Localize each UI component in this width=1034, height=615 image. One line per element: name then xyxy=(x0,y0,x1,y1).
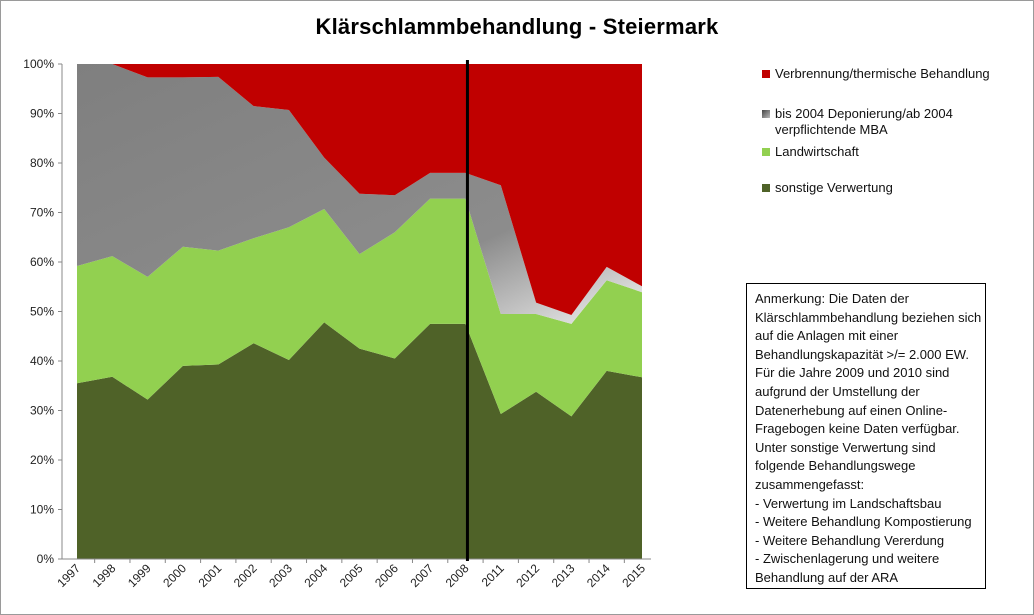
legend-label: Verbrennung/thermische Behandlung xyxy=(775,66,990,81)
note-line: folgende Behandlungswege xyxy=(755,458,916,474)
legend-label: bis 2004 Deponierung/ab 2004 verpflichte… xyxy=(775,106,953,137)
note-line: - Verwertung im Landschaftsbau xyxy=(755,495,942,511)
area-deponierung-mba xyxy=(77,64,642,324)
x-tick-label: 2011 xyxy=(479,561,507,589)
x-tick-label: 2015 xyxy=(619,561,648,590)
legend-label: sonstige Verwertung xyxy=(775,180,893,195)
note-line: Klärschlammbehandlung beziehen sich xyxy=(755,309,982,325)
legend-swatch xyxy=(762,110,770,118)
y-tick-label: 0% xyxy=(37,552,55,566)
x-tick-label: 2001 xyxy=(196,561,225,590)
x-tick-label: 2006 xyxy=(372,561,401,590)
note-line: aufgrund der Umstellung der xyxy=(755,383,920,399)
note-line: zusammengefasst: xyxy=(755,476,865,492)
y-tick-label: 20% xyxy=(30,453,54,467)
x-tick-label: 2004 xyxy=(302,561,331,590)
x-tick-label: 2005 xyxy=(337,561,366,590)
note-line: - Weitere Behandlung Vererdung xyxy=(755,532,945,548)
note-box: Anmerkung: Die Daten der Klärschlammbehan… xyxy=(746,283,986,589)
note-line: - Weitere Behandlung Kompostierung xyxy=(755,514,972,530)
area-landwirtschaft xyxy=(77,198,642,417)
x-tick-label: 1999 xyxy=(125,561,154,590)
x-tick-label: 2008 xyxy=(443,561,472,590)
x-tick-label: 1998 xyxy=(90,561,119,590)
chart-title: Klärschlammbehandlung - Steiermark xyxy=(315,14,719,39)
y-tick-label: 50% xyxy=(30,305,54,319)
note-line: - Zwischenlagerung und weitere xyxy=(755,551,940,567)
x-tick-label: 2002 xyxy=(231,561,260,590)
y-tick-label: 100% xyxy=(23,57,54,71)
y-tick-label: 60% xyxy=(30,255,54,269)
legend-swatch xyxy=(762,184,770,192)
y-tick-label: 40% xyxy=(30,354,54,368)
legend-swatch xyxy=(762,70,770,78)
y-tick-label: 90% xyxy=(30,107,54,121)
note-line: Fragebogen keine Daten verfügbar. xyxy=(755,421,960,437)
legend-swatch xyxy=(762,148,770,156)
area-sonstige-verwertung xyxy=(77,322,642,559)
note-line: auf die Anlagen mit einer xyxy=(755,328,899,344)
note-line: Behandlung auf der ARA xyxy=(755,569,899,585)
note-line: Unter sonstige Verwertung sind xyxy=(755,439,936,455)
note-line: Datenerhebung auf einen Online- xyxy=(755,402,948,418)
x-tick-label: 2007 xyxy=(407,561,436,590)
y-tick-label: 30% xyxy=(30,404,54,418)
x-tick-label: 2012 xyxy=(513,561,542,590)
area-verbrennung xyxy=(77,64,642,315)
y-tick-label: 80% xyxy=(30,156,54,170)
y-tick-label: 70% xyxy=(30,206,54,220)
x-tick-label: 2014 xyxy=(584,561,613,590)
x-tick-label: 2003 xyxy=(266,561,295,590)
x-tick-label: 1997 xyxy=(54,561,83,590)
x-tick-label: 2013 xyxy=(549,561,578,590)
note-line: Behandlungskapazität >/= 2.000 EW. xyxy=(755,346,969,362)
legend-label: Landwirtschaft xyxy=(775,144,859,159)
y-tick-label: 10% xyxy=(30,503,54,517)
x-tick-label: 2000 xyxy=(160,561,189,590)
note-line: Anmerkung: Die Daten der xyxy=(755,291,909,306)
note-line: Für die Jahre 2009 und 2010 sind xyxy=(755,365,950,381)
